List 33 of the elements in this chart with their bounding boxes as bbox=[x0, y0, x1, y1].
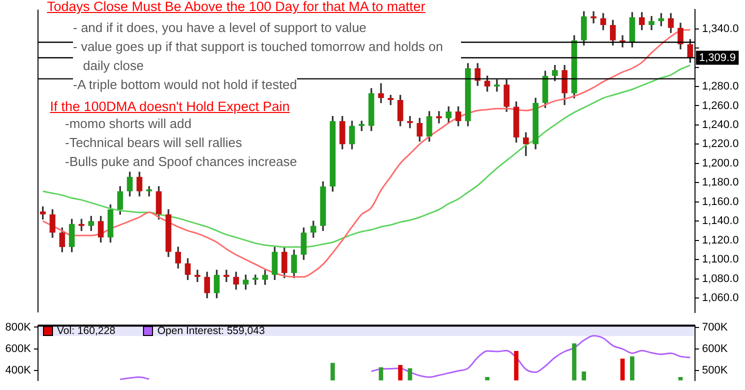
y-tick-label: 1,240.0 bbox=[702, 118, 739, 131]
annotation: - value goes up if that support is touched tomorrow and holds on daily close bbox=[73, 37, 461, 75]
y-tick-label: 400K bbox=[5, 364, 32, 376]
candlestick bbox=[407, 116, 413, 128]
y-tick-label: 1,100.0 bbox=[702, 254, 739, 266]
y-tick-label: 1,220.0 bbox=[702, 138, 739, 150]
y-tick-label: 1,200.0 bbox=[702, 157, 739, 170]
y-tick-label: 1,340.0 bbox=[702, 22, 739, 35]
ref-line-label: 1,309.9 bbox=[699, 52, 736, 64]
candlestick bbox=[590, 11, 596, 24]
y-tick-label: 1,060.0 bbox=[702, 292, 739, 304]
annotation: -A triple bottom would not hold if tested bbox=[73, 75, 298, 94]
y-tick-label: 1,180.0 bbox=[702, 176, 739, 189]
y-tick-label: 1,120.0 bbox=[702, 234, 739, 246]
y-tick-label: 1,140.0 bbox=[702, 215, 739, 228]
y-tick-label: 1,160.0 bbox=[702, 196, 739, 208]
y2-tick-label: 700K bbox=[702, 321, 728, 334]
annotation: -Bulls puke and Spoof chances increase bbox=[65, 152, 297, 171]
y-tick-label: 1,260.0 bbox=[702, 100, 739, 112]
candlestick bbox=[78, 218, 84, 232]
y-tick-label: 800K bbox=[5, 321, 32, 334]
annotation: -momo shorts will add bbox=[65, 114, 192, 133]
chart-title: Todays Close Must Be Above the 100 Day for that MA to matter bbox=[47, 0, 426, 14]
legend-label: Open Interest: 559,043 bbox=[157, 324, 265, 336]
y-tick-label: 600K bbox=[5, 342, 32, 355]
candlestick bbox=[494, 79, 500, 92]
y2-tick-label: 500K bbox=[702, 364, 728, 377]
y-tick-label: 1,080.0 bbox=[702, 272, 739, 285]
annotation: If the 100DMA doesn't Hold Expect Pain bbox=[50, 97, 290, 116]
y-tick-label: 1,280.0 bbox=[702, 80, 739, 93]
legend-label: Vol: 160,228 bbox=[57, 324, 116, 336]
annotation: -Technical bears will sell rallies bbox=[65, 133, 242, 152]
annotation: - and if it does, you have a level of support to value bbox=[73, 18, 366, 37]
